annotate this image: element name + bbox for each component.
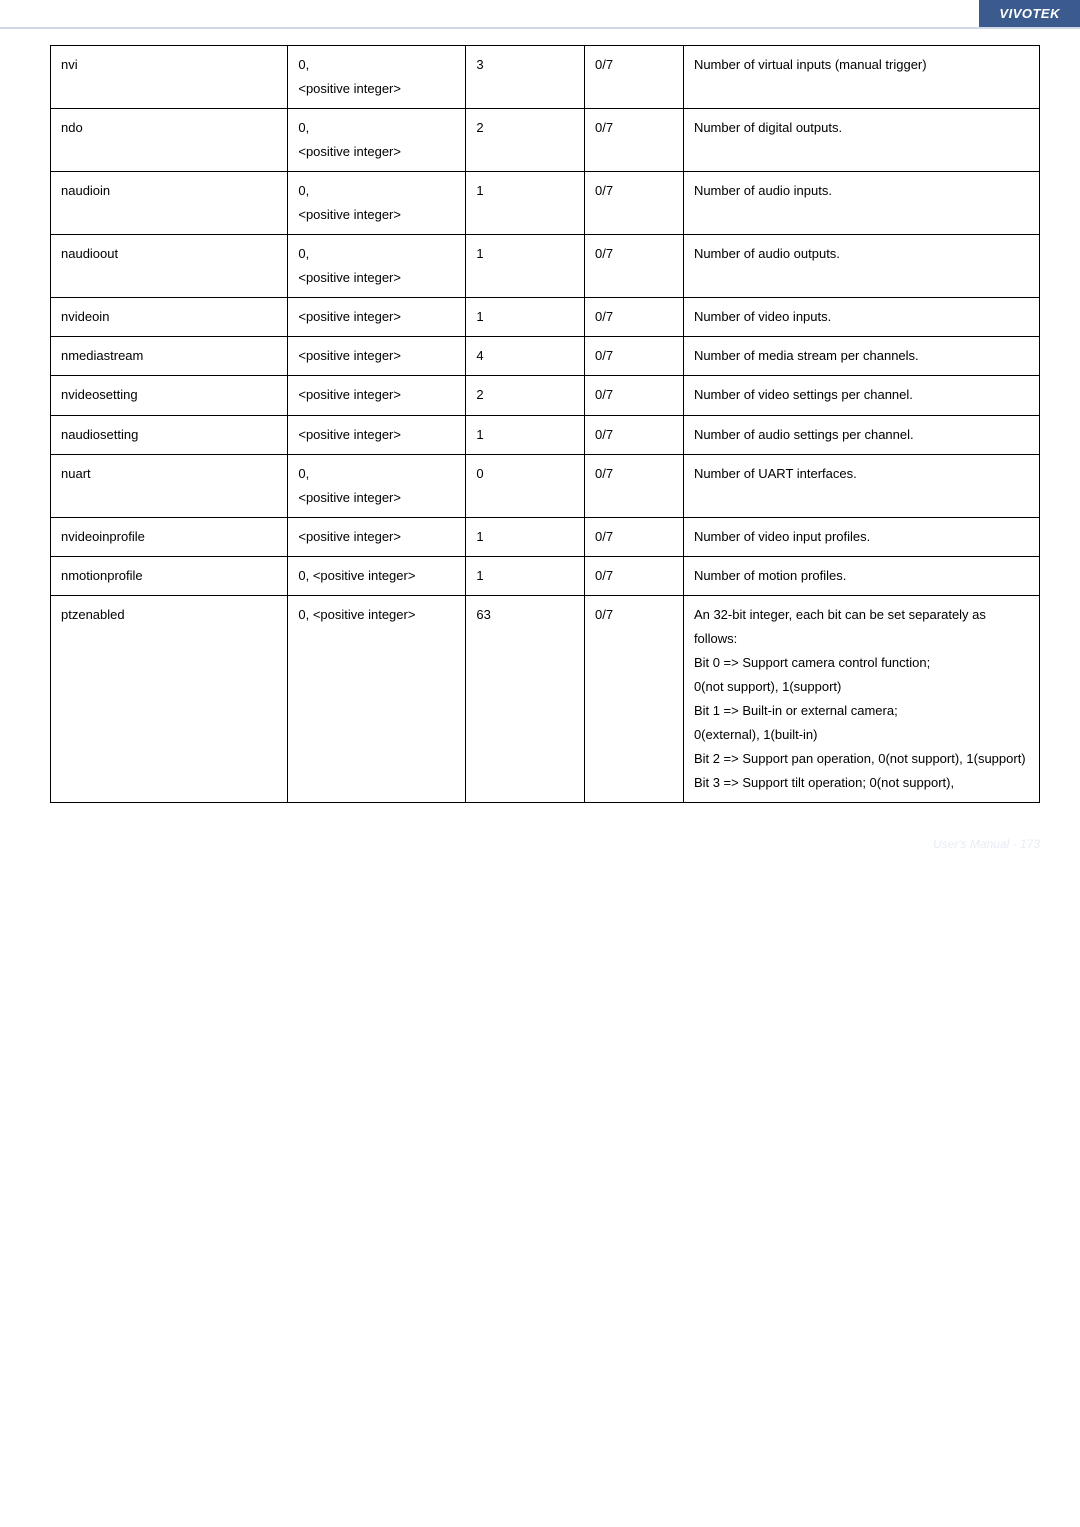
cell-type: <positive integer> xyxy=(288,337,466,376)
cell-type: 0, <positive integer> xyxy=(288,556,466,595)
content-area: nvi 0, <positive integer> 3 0/7 Number o… xyxy=(0,29,1080,823)
table-row: nvideoin <positive integer> 1 0/7 Number… xyxy=(51,298,1040,337)
cell-default: 1 xyxy=(466,415,585,454)
cell-type: <positive integer> xyxy=(288,517,466,556)
cell-description: Number of audio outputs. xyxy=(683,235,1039,298)
cell-default: 0 xyxy=(466,454,585,517)
footer-text: User's Manual - 173 xyxy=(933,837,1040,851)
cell-type: 0, <positive integer> xyxy=(288,109,466,172)
cell-security: 0/7 xyxy=(585,517,684,556)
cell-security: 0/7 xyxy=(585,172,684,235)
table-row: naudioout 0, <positive integer> 1 0/7 Nu… xyxy=(51,235,1040,298)
cell-security: 0/7 xyxy=(585,337,684,376)
cell-name: nvideosetting xyxy=(51,376,288,415)
brand-label: VIVOTEK xyxy=(999,6,1060,21)
cell-description: Number of audio inputs. xyxy=(683,172,1039,235)
cell-description: Number of video settings per channel. xyxy=(683,376,1039,415)
cell-security: 0/7 xyxy=(585,298,684,337)
cell-security: 0/7 xyxy=(585,556,684,595)
table-row: nmediastream <positive integer> 4 0/7 Nu… xyxy=(51,337,1040,376)
cell-name: ptzenabled xyxy=(51,595,288,802)
cell-description: Number of video inputs. xyxy=(683,298,1039,337)
table-row: naudioin 0, <positive integer> 1 0/7 Num… xyxy=(51,172,1040,235)
cell-description: Number of digital outputs. xyxy=(683,109,1039,172)
cell-name: nvideoin xyxy=(51,298,288,337)
cell-type: <positive integer> xyxy=(288,376,466,415)
cell-default: 2 xyxy=(466,109,585,172)
parameter-table-body: nvi 0, <positive integer> 3 0/7 Number o… xyxy=(51,46,1040,803)
cell-description: Number of virtual inputs (manual trigger… xyxy=(683,46,1039,109)
table-row: nvideosetting <positive integer> 2 0/7 N… xyxy=(51,376,1040,415)
brand-tab: VIVOTEK xyxy=(979,0,1080,27)
table-row: nmotionprofile 0, <positive integer> 1 0… xyxy=(51,556,1040,595)
cell-security: 0/7 xyxy=(585,235,684,298)
cell-name: naudiosetting xyxy=(51,415,288,454)
cell-default: 1 xyxy=(466,556,585,595)
cell-default: 1 xyxy=(466,172,585,235)
cell-name: nmediastream xyxy=(51,337,288,376)
cell-name: nuart xyxy=(51,454,288,517)
cell-type: <positive integer> xyxy=(288,298,466,337)
cell-default: 4 xyxy=(466,337,585,376)
cell-default: 63 xyxy=(466,595,585,802)
cell-description: Number of audio settings per channel. xyxy=(683,415,1039,454)
cell-name: naudioout xyxy=(51,235,288,298)
cell-name: naudioin xyxy=(51,172,288,235)
cell-security: 0/7 xyxy=(585,109,684,172)
cell-security: 0/7 xyxy=(585,376,684,415)
cell-type: 0, <positive integer> xyxy=(288,235,466,298)
cell-description: Number of motion profiles. xyxy=(683,556,1039,595)
cell-name: nvideoinprofile xyxy=(51,517,288,556)
cell-security: 0/7 xyxy=(585,415,684,454)
cell-security: 0/7 xyxy=(585,454,684,517)
cell-default: 2 xyxy=(466,376,585,415)
cell-name: nvi xyxy=(51,46,288,109)
cell-description: Number of video input profiles. xyxy=(683,517,1039,556)
cell-default: 3 xyxy=(466,46,585,109)
cell-security: 0/7 xyxy=(585,46,684,109)
cell-type: 0, <positive integer> xyxy=(288,595,466,802)
table-row: ndo 0, <positive integer> 2 0/7 Number o… xyxy=(51,109,1040,172)
cell-type: <positive integer> xyxy=(288,415,466,454)
cell-description: Number of UART interfaces. xyxy=(683,454,1039,517)
table-row: nvi 0, <positive integer> 3 0/7 Number o… xyxy=(51,46,1040,109)
cell-default: 1 xyxy=(466,298,585,337)
table-row: nuart 0, <positive integer> 0 0/7 Number… xyxy=(51,454,1040,517)
footer: User's Manual - 173 xyxy=(0,823,1080,851)
cell-type: 0, <positive integer> xyxy=(288,172,466,235)
parameter-table: nvi 0, <positive integer> 3 0/7 Number o… xyxy=(50,45,1040,803)
cell-type: 0, <positive integer> xyxy=(288,46,466,109)
cell-name: nmotionprofile xyxy=(51,556,288,595)
table-row: naudiosetting <positive integer> 1 0/7 N… xyxy=(51,415,1040,454)
cell-default: 1 xyxy=(466,517,585,556)
table-row: ptzenabled 0, <positive integer> 63 0/7 … xyxy=(51,595,1040,802)
cell-security: 0/7 xyxy=(585,595,684,802)
cell-description: Number of media stream per channels. xyxy=(683,337,1039,376)
table-row: nvideoinprofile <positive integer> 1 0/7… xyxy=(51,517,1040,556)
cell-default: 1 xyxy=(466,235,585,298)
cell-type: 0, <positive integer> xyxy=(288,454,466,517)
cell-description: An 32-bit integer, each bit can be set s… xyxy=(683,595,1039,802)
header-bar: VIVOTEK xyxy=(0,0,1080,27)
cell-name: ndo xyxy=(51,109,288,172)
